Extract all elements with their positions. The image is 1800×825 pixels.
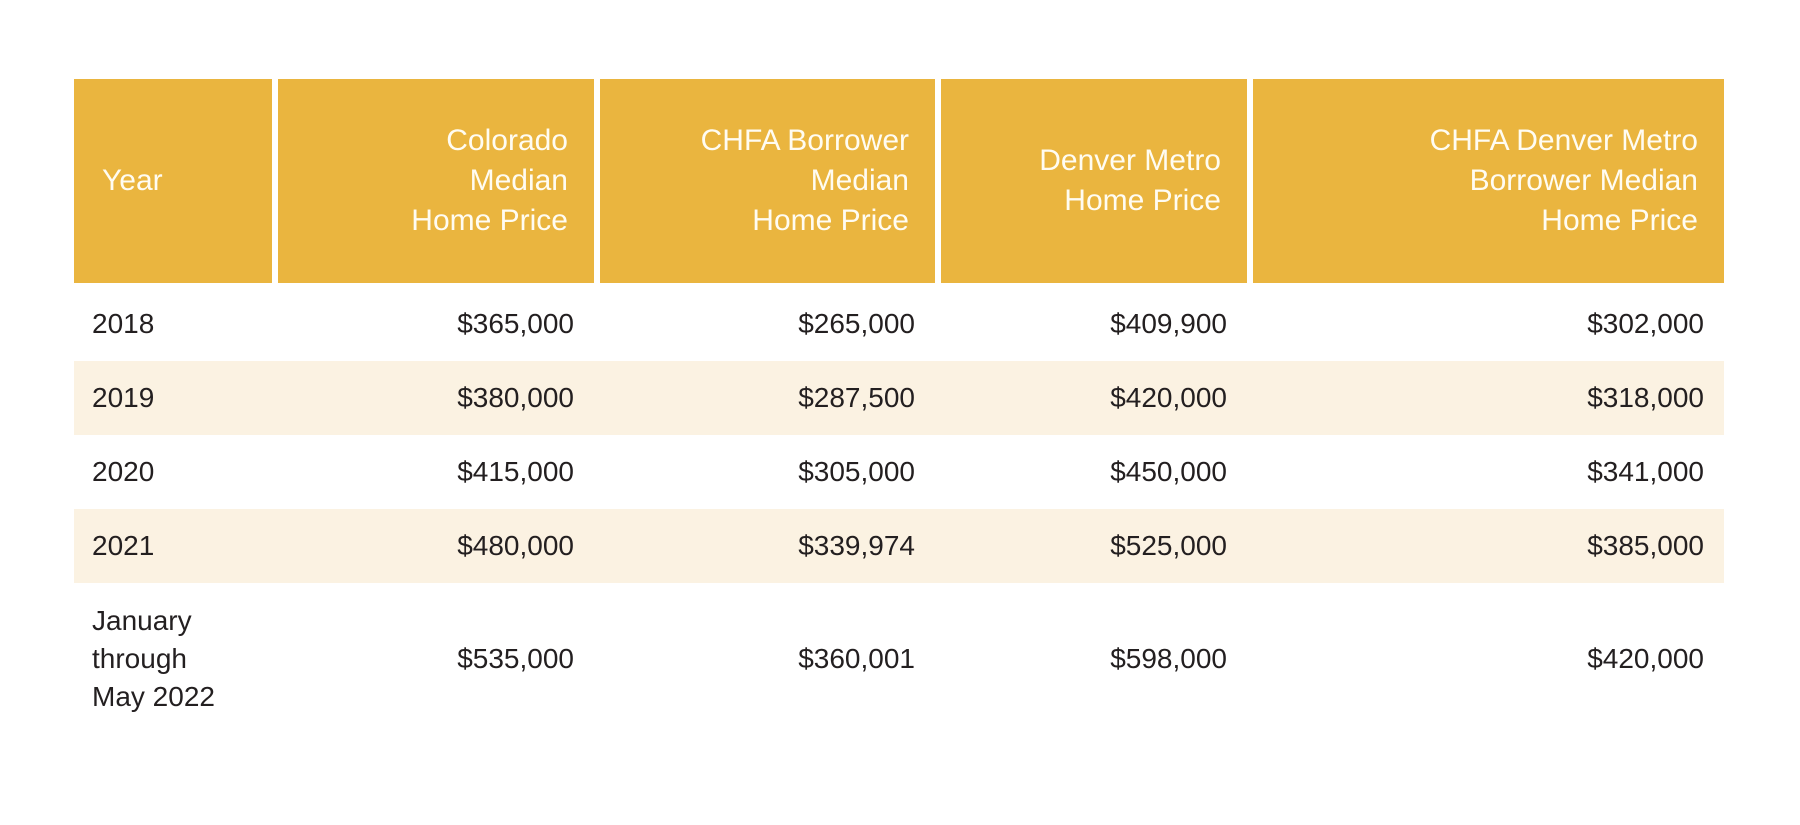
price-cell: $339,974 <box>798 530 915 561</box>
table-row-2019: 2019 $380,000 $287,500 $420,000 $318,000 <box>74 361 1724 435</box>
table-row-2020: 2020 $415,000 $305,000 $450,000 $341,000 <box>74 435 1724 509</box>
price-cell: $305,000 <box>798 456 915 487</box>
price-cell: $525,000 <box>1110 530 1227 561</box>
price-cell: $598,000 <box>1110 643 1227 674</box>
price-cell: $318,000 <box>1587 382 1704 413</box>
price-cell: $535,000 <box>457 643 574 674</box>
year-cell: 2020 <box>92 456 155 487</box>
price-cell: $385,000 <box>1587 530 1704 561</box>
table-row-jan-may-2022: January through May 2022 $535,000 $360,0… <box>74 583 1724 735</box>
table-header-row: Year Colorado Median Home Price CHFA Bor… <box>74 79 1724 283</box>
price-cell: $409,900 <box>1110 308 1227 339</box>
header-cell-colorado-median: Colorado Median Home Price <box>278 79 594 283</box>
price-cell: $302,000 <box>1587 308 1704 339</box>
price-cell: $360,001 <box>798 643 915 674</box>
price-cell: $420,000 <box>1110 382 1227 413</box>
price-cell: $341,000 <box>1587 456 1704 487</box>
table-row-2018: 2018 $365,000 $265,000 $409,900 $302,000 <box>74 287 1724 361</box>
price-cell: $480,000 <box>457 530 574 561</box>
year-cell: January through May 2022 <box>92 605 215 712</box>
header-cell-denver-metro: Denver Metro Home Price <box>941 79 1247 283</box>
table-row-2021: 2021 $480,000 $339,974 $525,000 $385,000 <box>74 509 1724 583</box>
price-cell: $415,000 <box>457 456 574 487</box>
header-cell-chfa-borrower-median: CHFA Borrower Median Home Price <box>600 79 935 283</box>
home-price-table: Year Colorado Median Home Price CHFA Bor… <box>74 79 1724 735</box>
price-cell: $265,000 <box>798 308 915 339</box>
price-cell: $365,000 <box>457 308 574 339</box>
price-cell: $287,500 <box>798 382 915 413</box>
year-cell: 2018 <box>92 308 155 339</box>
price-cell: $420,000 <box>1587 643 1704 674</box>
price-cell: $450,000 <box>1110 456 1227 487</box>
year-cell: 2021 <box>92 530 155 561</box>
year-cell: 2019 <box>92 382 155 413</box>
header-cell-year: Year <box>74 79 272 283</box>
header-cell-chfa-denver-metro-median: CHFA Denver Metro Borrower Median Home P… <box>1253 79 1724 283</box>
price-cell: $380,000 <box>457 382 574 413</box>
